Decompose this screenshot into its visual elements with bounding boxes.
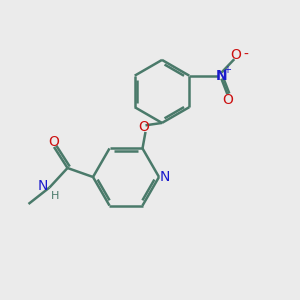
Text: N: N [159, 170, 170, 184]
Text: O: O [49, 135, 59, 148]
Text: N: N [216, 69, 227, 83]
Text: O: O [222, 93, 233, 107]
Text: O: O [139, 119, 149, 134]
Text: -: - [243, 48, 248, 62]
Text: O: O [230, 48, 241, 62]
Text: N: N [38, 179, 48, 193]
Text: H: H [51, 191, 59, 201]
Text: +: + [224, 65, 231, 75]
